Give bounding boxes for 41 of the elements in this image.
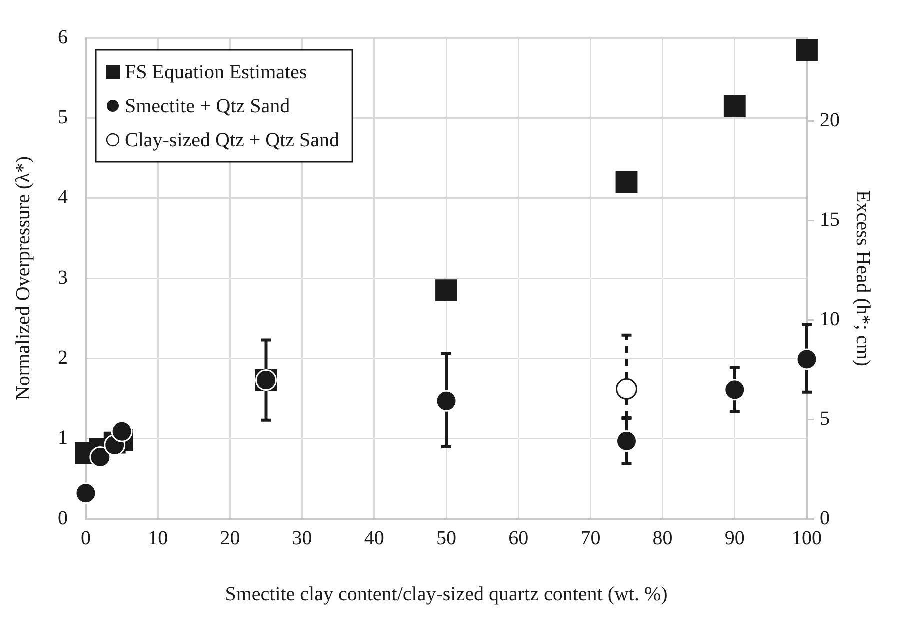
y-tick-label: 5 — [58, 106, 68, 128]
y2-tick-label: 10 — [820, 308, 840, 330]
x-tick-label: 90 — [724, 527, 745, 550]
point — [111, 420, 133, 442]
x-axis-title: Smectite clay content/clay-sized quartz content (wt. %) — [225, 583, 668, 606]
point — [796, 39, 818, 61]
x-tick-label: 80 — [652, 527, 673, 550]
point — [616, 171, 638, 194]
point — [75, 482, 97, 504]
y-tick-label: 3 — [58, 266, 68, 289]
x-tick-label: 70 — [580, 527, 601, 550]
y2-tick-label: 0 — [820, 507, 830, 530]
x-tick-label: 100 — [792, 527, 822, 550]
point — [796, 348, 818, 370]
x-tick-label: 10 — [148, 527, 168, 550]
point — [436, 280, 458, 302]
y-tick-label: 0 — [58, 507, 68, 530]
x-tick-label: 50 — [436, 527, 456, 550]
y-tick-label: 6 — [58, 26, 68, 48]
legend-label: Smectite + Qtz Sand — [125, 95, 290, 118]
y-tick-label: 4 — [58, 186, 68, 209]
x-tick-label: 20 — [220, 527, 240, 550]
legend-label: FS Equation Estimates — [125, 61, 308, 84]
y-axis-title: Normalized Overpressure (λ*) — [12, 156, 34, 401]
y2-axis-title: Excess Head (h*; cm) — [852, 190, 874, 367]
y2-tick-label: 15 — [820, 209, 840, 232]
y2-tick-label: 20 — [820, 110, 840, 132]
y2-tick-label: 5 — [820, 408, 830, 430]
point — [616, 430, 638, 452]
x-tick-label: 60 — [508, 527, 529, 550]
y-tick-label: 1 — [58, 427, 68, 450]
legend-label: Clay-sized Qtz + Qtz Sand — [125, 129, 340, 152]
x-tick-label: 0 — [81, 527, 91, 550]
point — [724, 379, 746, 401]
point — [724, 95, 746, 118]
point — [436, 390, 458, 412]
point — [90, 446, 112, 468]
point — [616, 378, 638, 400]
x-tick-label: 30 — [292, 527, 312, 550]
y-tick-label: 2 — [58, 346, 68, 369]
x-tick-label: 40 — [364, 527, 384, 550]
